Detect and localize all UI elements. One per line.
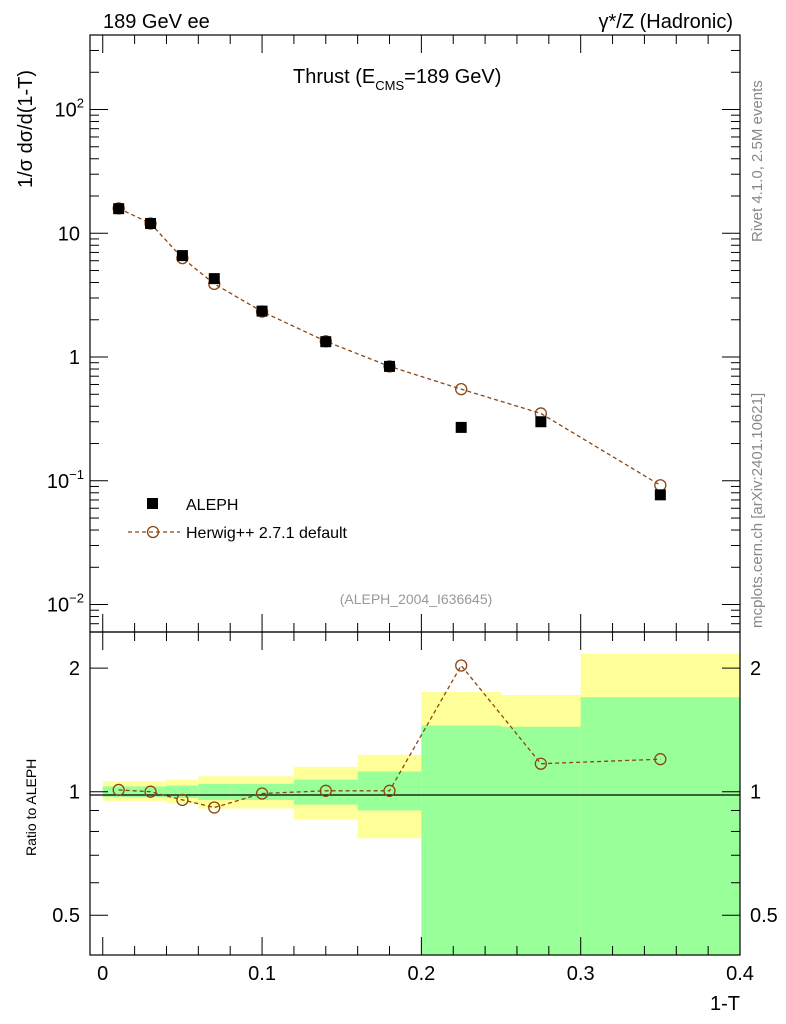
band-inner	[166, 785, 199, 799]
data-point	[145, 217, 157, 229]
analysis-id: (ALEPH_2004_I636645)	[340, 591, 493, 607]
x-tick-label: 0.2	[407, 963, 435, 985]
band-inner	[580, 697, 740, 955]
main-y-tick-label: 10	[58, 223, 80, 245]
mc-series-ratio	[112, 659, 667, 814]
uncertainty-bands	[102, 653, 740, 955]
data-series-main	[113, 203, 666, 501]
mcplots-label: mcplots.cern.ch [arXiv:2401.10621]	[749, 393, 766, 628]
ratio-y-tick-label-right: 2	[750, 658, 761, 680]
band-inner	[501, 726, 581, 955]
ratio-mc-point	[112, 783, 125, 797]
main-y-tick-exp: −2	[69, 591, 84, 606]
data-point	[113, 203, 125, 215]
data-point	[176, 250, 188, 262]
legend-mc-marker	[146, 525, 160, 539]
ratio-y-tick-label-right: 1	[750, 782, 761, 804]
data-point	[320, 336, 332, 348]
rivet-label: Rivet 4.1.0, 2.5M events	[749, 80, 766, 242]
main-title: Thrust (ECMS=189 GeV)	[293, 66, 501, 93]
ratio-mc-point	[144, 785, 157, 798]
main-y-tick-base: 10	[47, 471, 69, 493]
main-y-tick-label: 1	[69, 347, 80, 369]
mc-point	[455, 383, 468, 396]
x-tick-label: 0	[97, 963, 108, 985]
main-y-tick-label: 102	[55, 96, 84, 122]
ratio-y-tick-label-left: 1	[69, 782, 80, 804]
ratio-y-label: Ratio to ALEPH	[23, 759, 39, 856]
main-y-tick-label: 10−2	[47, 591, 84, 617]
band-inner	[230, 783, 294, 800]
x-axis-label: 1-T	[710, 993, 740, 1015]
legend: ALEPH Herwig++ 2.7.1 default	[128, 497, 348, 542]
data-point	[535, 416, 547, 428]
data-point	[384, 360, 396, 372]
data-point	[654, 489, 666, 501]
band-inner	[102, 786, 135, 798]
data-point	[455, 421, 467, 433]
ratio-frame	[89, 631, 741, 956]
ratio-mc-point	[208, 801, 221, 814]
ratio-mc-point	[654, 753, 667, 766]
mc-point	[654, 479, 667, 492]
ratio-mc-point	[176, 793, 189, 807]
main-y-tick-base: 10	[47, 595, 69, 617]
x-tick-label: 0.3	[567, 963, 595, 985]
x-tick-label: 0.1	[248, 963, 276, 985]
band-inner	[198, 783, 231, 800]
mc-series-main	[112, 202, 667, 492]
main-frame	[89, 34, 741, 633]
ratio-y-tick-label-left: 0.5	[52, 905, 80, 927]
ratio-y-tick-label-right: 0.5	[750, 905, 778, 927]
ratio-mc-point	[455, 659, 468, 672]
ratio-panel: 2 2 1 1 0.5 0.5 0 0.1 0.2 0.3 0.4 1-T	[52, 631, 778, 1015]
data-point	[256, 305, 268, 317]
main-y-label: 1/σ dσ/d(1-T)	[15, 70, 37, 188]
ratio-mc-point	[534, 757, 548, 770]
mc-line	[118, 207, 661, 486]
ratio-mc-point	[319, 784, 332, 797]
ratio-axis-ticks: 2 2 1 1 0.5 0.5 0 0.1 0.2 0.3 0.4	[52, 632, 778, 985]
header-left: 189 GeV ee	[103, 11, 210, 33]
header-right: γ*/Z (Hadronic)	[599, 11, 733, 33]
band-inner	[293, 779, 358, 805]
ratio-mc-point	[383, 784, 396, 797]
data-point	[208, 273, 220, 285]
main-y-tick-exp: −1	[69, 467, 84, 482]
main-y-tick-label: 10−1	[47, 467, 84, 493]
main-y-tick-exp: 2	[77, 96, 84, 111]
main-y-tick-base: 10	[55, 100, 77, 122]
band-inner	[421, 725, 502, 955]
ratio-y-tick-label-left: 2	[69, 658, 80, 680]
ratio-mc-point	[255, 787, 269, 800]
legend-data-marker	[147, 498, 158, 509]
legend-data-label: ALEPH	[186, 497, 238, 514]
x-tick-label: 0.4	[726, 963, 754, 985]
legend-mc-label: Herwig++ 2.7.1 default	[186, 525, 348, 542]
